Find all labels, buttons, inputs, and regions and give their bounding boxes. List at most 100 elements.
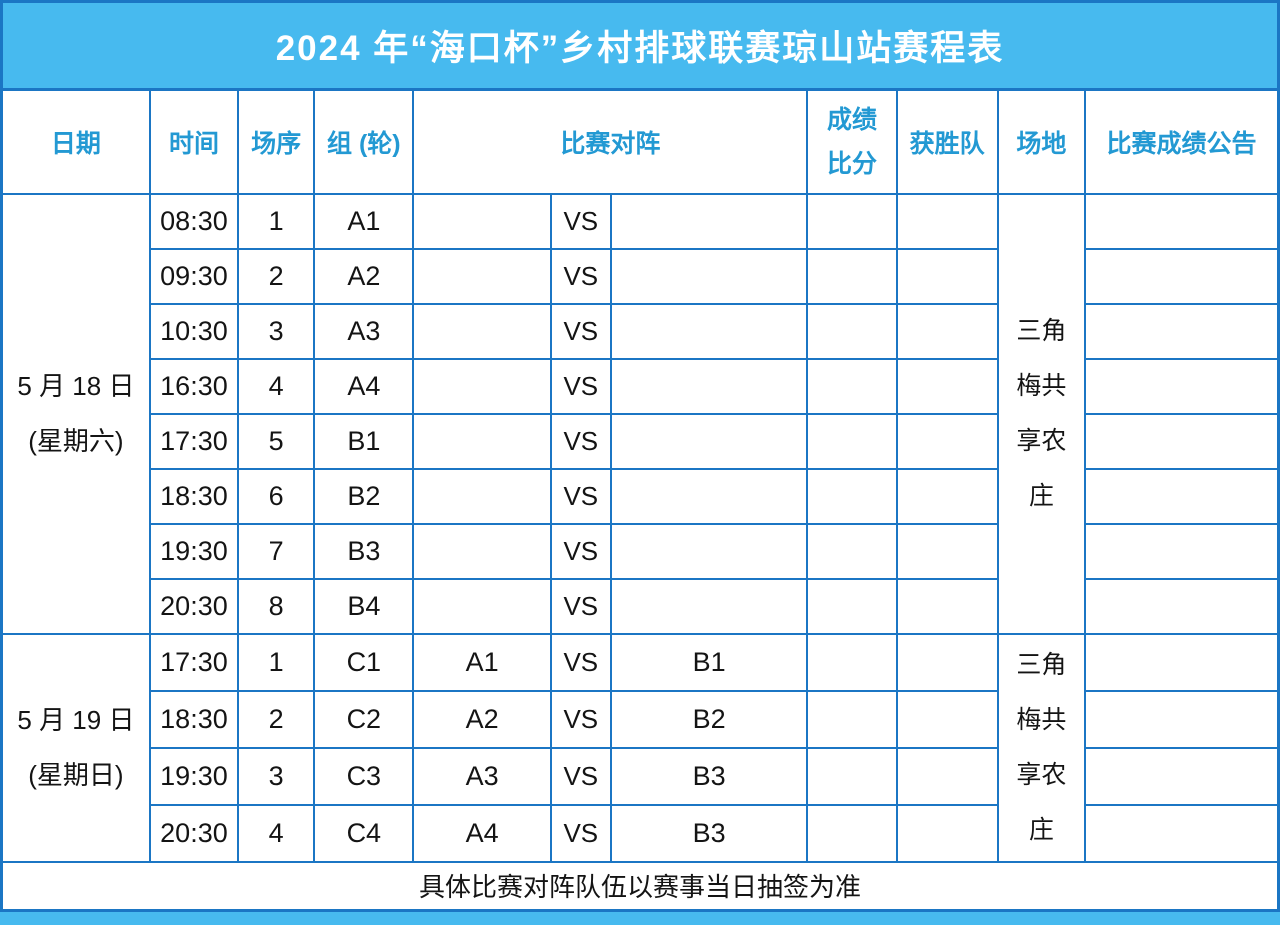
group-cell: B4 [313,577,415,635]
team1-cell [412,522,552,580]
venue-cell-saturday: 三角 梅共 享农 庄 [996,192,1086,635]
announcement-cell [1083,247,1280,305]
venue-cell-sunday: 三角 梅共 享农 庄 [996,632,1086,863]
score-cell [806,803,898,863]
group-cell: A4 [313,357,415,415]
group-cell: C3 [313,746,415,806]
winner-cell [895,522,999,580]
announcement-cell [1083,803,1280,863]
date-cell-sunday: 5 月 19 日 (星期日) [0,632,151,863]
team1-cell: A3 [412,746,552,806]
col-header-group: 组 (轮) [313,88,415,195]
announcement-cell [1083,412,1280,470]
time-cell: 08:30 [148,192,240,250]
venue-line: 庄 [1028,481,1054,510]
date-line2: (星期日) [28,759,124,790]
order-cell: 5 [237,412,316,470]
team1-cell [412,467,552,525]
team2-cell [609,522,809,580]
venue-line: 享农 [1016,426,1067,455]
team2-cell [609,247,809,305]
time-cell: 18:30 [148,467,240,525]
date-cell-saturday: 5 月 18 日 (星期六) [0,192,151,635]
table-row: 20:30 8 B4 VS [2,577,1280,635]
winner-cell [895,689,999,749]
winner-cell [895,357,999,415]
group-cell: A2 [313,247,415,305]
col-header-score-line1: 成绩 [826,105,877,134]
table-row: 19:30 7 B3 VS [2,522,1280,580]
time-cell: 19:30 [148,746,240,806]
time-cell: 20:30 [148,577,240,635]
time-cell: 16:30 [148,357,240,415]
order-cell: 1 [237,192,316,250]
winner-cell [895,302,999,360]
announcement-cell [1083,357,1280,415]
team1-cell: A1 [412,632,552,692]
footer-row: 具体比赛对阵队伍以赛事当日抽签为准 [0,860,1280,912]
schedule-table: 日期 时间 场序 组 (轮) 比赛对阵 成绩 比分 获胜队 场地 比赛成绩公告 … [0,88,1280,912]
col-header-time: 时间 [148,88,240,195]
time-cell: 17:30 [148,632,240,692]
group-cell: C1 [313,632,415,692]
announcement-cell [1083,577,1280,635]
col-header-matchup: 比赛对阵 [412,88,809,195]
time-cell: 20:30 [148,803,240,863]
vs-label: VS [549,412,612,470]
team2-cell [609,357,809,415]
vs-label: VS [549,247,612,305]
score-cell [806,632,898,692]
winner-cell [895,192,999,250]
score-cell [806,746,898,806]
group-cell: B2 [313,467,415,525]
title-band: 2024 年“海口杯”乡村排球联赛琼山站赛程表 [0,0,1280,88]
table-row: 5 月 18 日 (星期六) 08:30 1 A1 VS 三角 梅共 享农 庄 [0,192,1280,635]
score-cell [806,577,898,635]
order-cell: 3 [237,746,316,806]
time-cell: 17:30 [148,412,240,470]
team2-cell: B3 [609,803,809,863]
score-cell [806,357,898,415]
score-cell [806,467,898,525]
announcement-cell [1083,192,1280,250]
table-row: 18:30 6 B2 VS [2,467,1280,525]
order-cell: 3 [237,302,316,360]
team1-cell [412,302,552,360]
table-row: 18:30 2 C2 A2 VS B2 [2,689,1280,749]
team1-cell [412,357,552,415]
time-cell: 18:30 [148,689,240,749]
winner-cell [895,632,999,692]
team2-cell [609,192,809,250]
announcement-cell [1083,302,1280,360]
team2-cell [609,467,809,525]
team1-cell [412,192,552,250]
venue-line: 享农 [1016,760,1067,789]
score-cell [806,522,898,580]
group-cell: C2 [313,689,415,749]
page-title: 2024 年“海口杯”乡村排球联赛琼山站赛程表 [275,29,1005,68]
group-cell: B1 [313,412,415,470]
team1-cell [412,412,552,470]
team1-cell [412,577,552,635]
team1-cell: A4 [412,803,552,863]
announcement-cell [1083,522,1280,580]
date-line1: 5 月 18 日 [17,370,135,401]
venue-line: 庄 [1028,815,1054,844]
announcement-cell [1083,689,1280,749]
header-row: 日期 时间 场序 组 (轮) 比赛对阵 成绩 比分 获胜队 场地 比赛成绩公告 [0,88,1280,195]
group-cell: B3 [313,522,415,580]
order-cell: 7 [237,522,316,580]
vs-label: VS [549,467,612,525]
col-header-venue: 场地 [996,88,1086,195]
vs-label: VS [549,522,612,580]
date-line2: (星期六) [28,425,124,456]
winner-cell [895,412,999,470]
order-cell: 4 [237,803,316,863]
announcement-cell [1083,467,1280,525]
vs-label: VS [549,357,612,415]
col-header-order: 场序 [237,88,316,195]
table-row: 19:30 3 C3 A3 VS B3 [2,746,1280,806]
vs-label: VS [549,689,612,749]
team2-cell: B3 [609,746,809,806]
